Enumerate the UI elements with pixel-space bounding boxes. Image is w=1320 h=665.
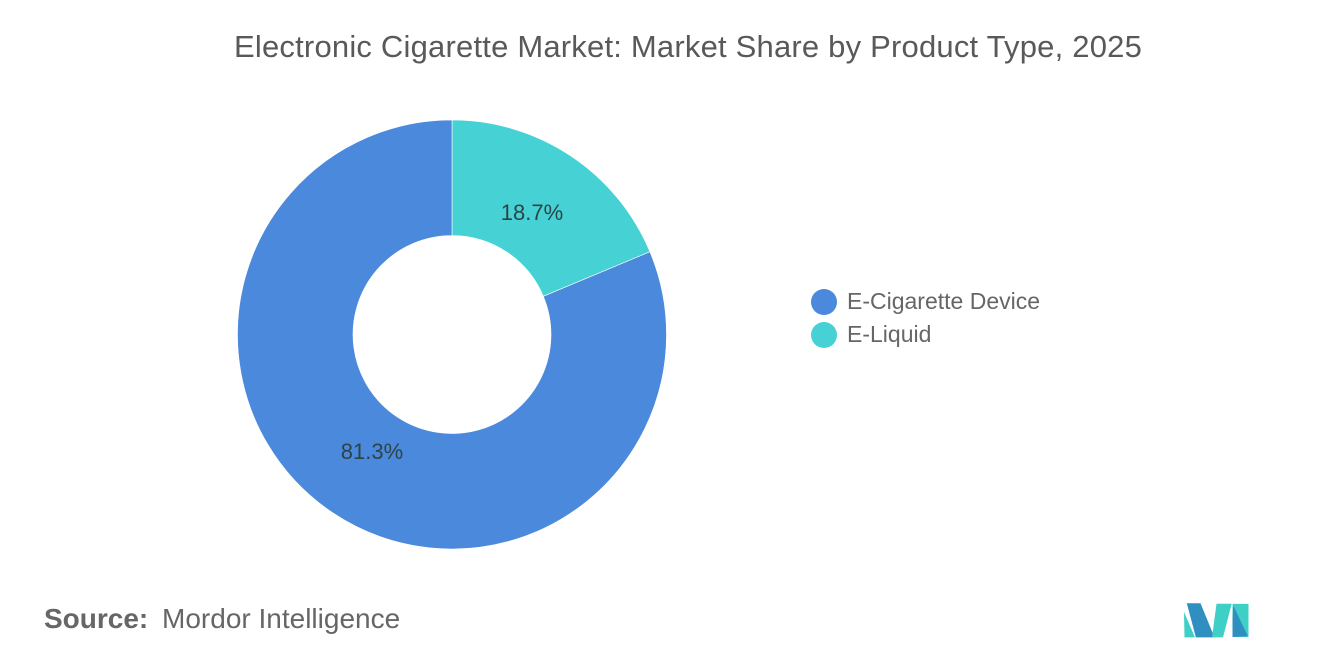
svg-text:81.3%: 81.3% [341, 439, 403, 464]
svg-text:18.7%: 18.7% [501, 200, 563, 225]
